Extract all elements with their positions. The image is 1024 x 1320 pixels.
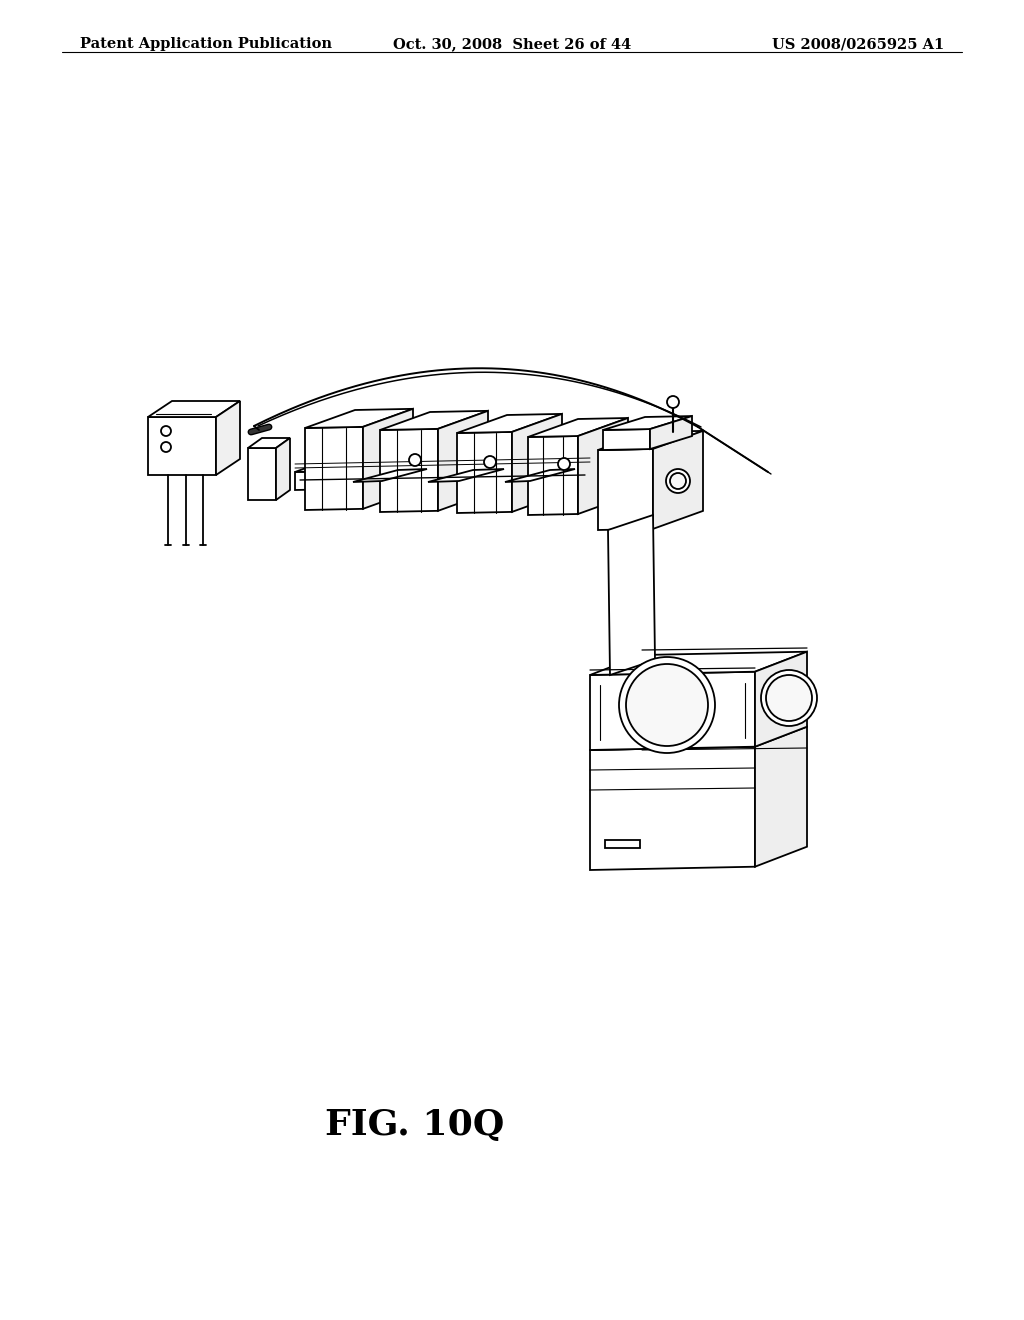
- Polygon shape: [295, 466, 590, 490]
- Polygon shape: [605, 840, 640, 847]
- Polygon shape: [528, 436, 578, 515]
- Polygon shape: [457, 432, 512, 513]
- Circle shape: [666, 469, 690, 492]
- Polygon shape: [380, 411, 488, 430]
- Circle shape: [161, 442, 171, 451]
- Polygon shape: [598, 449, 653, 531]
- Circle shape: [766, 675, 812, 721]
- Circle shape: [558, 458, 570, 470]
- Polygon shape: [148, 417, 216, 475]
- Circle shape: [761, 671, 817, 726]
- Polygon shape: [248, 438, 290, 447]
- Circle shape: [161, 426, 171, 436]
- Polygon shape: [578, 418, 628, 513]
- Polygon shape: [598, 430, 703, 450]
- Polygon shape: [590, 747, 755, 870]
- Circle shape: [409, 454, 421, 466]
- Polygon shape: [590, 727, 807, 750]
- Polygon shape: [608, 515, 655, 675]
- Circle shape: [626, 664, 708, 746]
- Polygon shape: [457, 414, 562, 433]
- Circle shape: [618, 657, 715, 752]
- Text: Oct. 30, 2008  Sheet 26 of 44: Oct. 30, 2008 Sheet 26 of 44: [393, 37, 631, 51]
- Polygon shape: [380, 429, 438, 512]
- Circle shape: [484, 455, 496, 469]
- Text: FIG. 10Q: FIG. 10Q: [326, 1107, 505, 1142]
- Polygon shape: [603, 429, 650, 450]
- Polygon shape: [590, 444, 650, 484]
- Polygon shape: [512, 414, 562, 512]
- Polygon shape: [148, 401, 240, 417]
- Polygon shape: [305, 426, 362, 510]
- Polygon shape: [428, 469, 504, 482]
- Text: US 2008/0265925 A1: US 2008/0265925 A1: [772, 37, 944, 51]
- Polygon shape: [528, 418, 628, 437]
- Circle shape: [667, 396, 679, 408]
- Text: Patent Application Publication: Patent Application Publication: [80, 37, 332, 51]
- Polygon shape: [755, 727, 807, 867]
- Polygon shape: [650, 416, 692, 449]
- Polygon shape: [353, 469, 427, 482]
- Polygon shape: [276, 438, 290, 500]
- Polygon shape: [248, 447, 276, 500]
- Polygon shape: [590, 672, 755, 750]
- Polygon shape: [603, 416, 692, 430]
- Polygon shape: [438, 411, 488, 511]
- Polygon shape: [590, 652, 807, 675]
- Polygon shape: [362, 409, 413, 508]
- Polygon shape: [216, 401, 240, 475]
- Polygon shape: [505, 469, 575, 482]
- Polygon shape: [295, 444, 650, 473]
- Polygon shape: [755, 652, 807, 747]
- Circle shape: [670, 473, 686, 488]
- Polygon shape: [653, 430, 703, 529]
- Polygon shape: [305, 409, 413, 428]
